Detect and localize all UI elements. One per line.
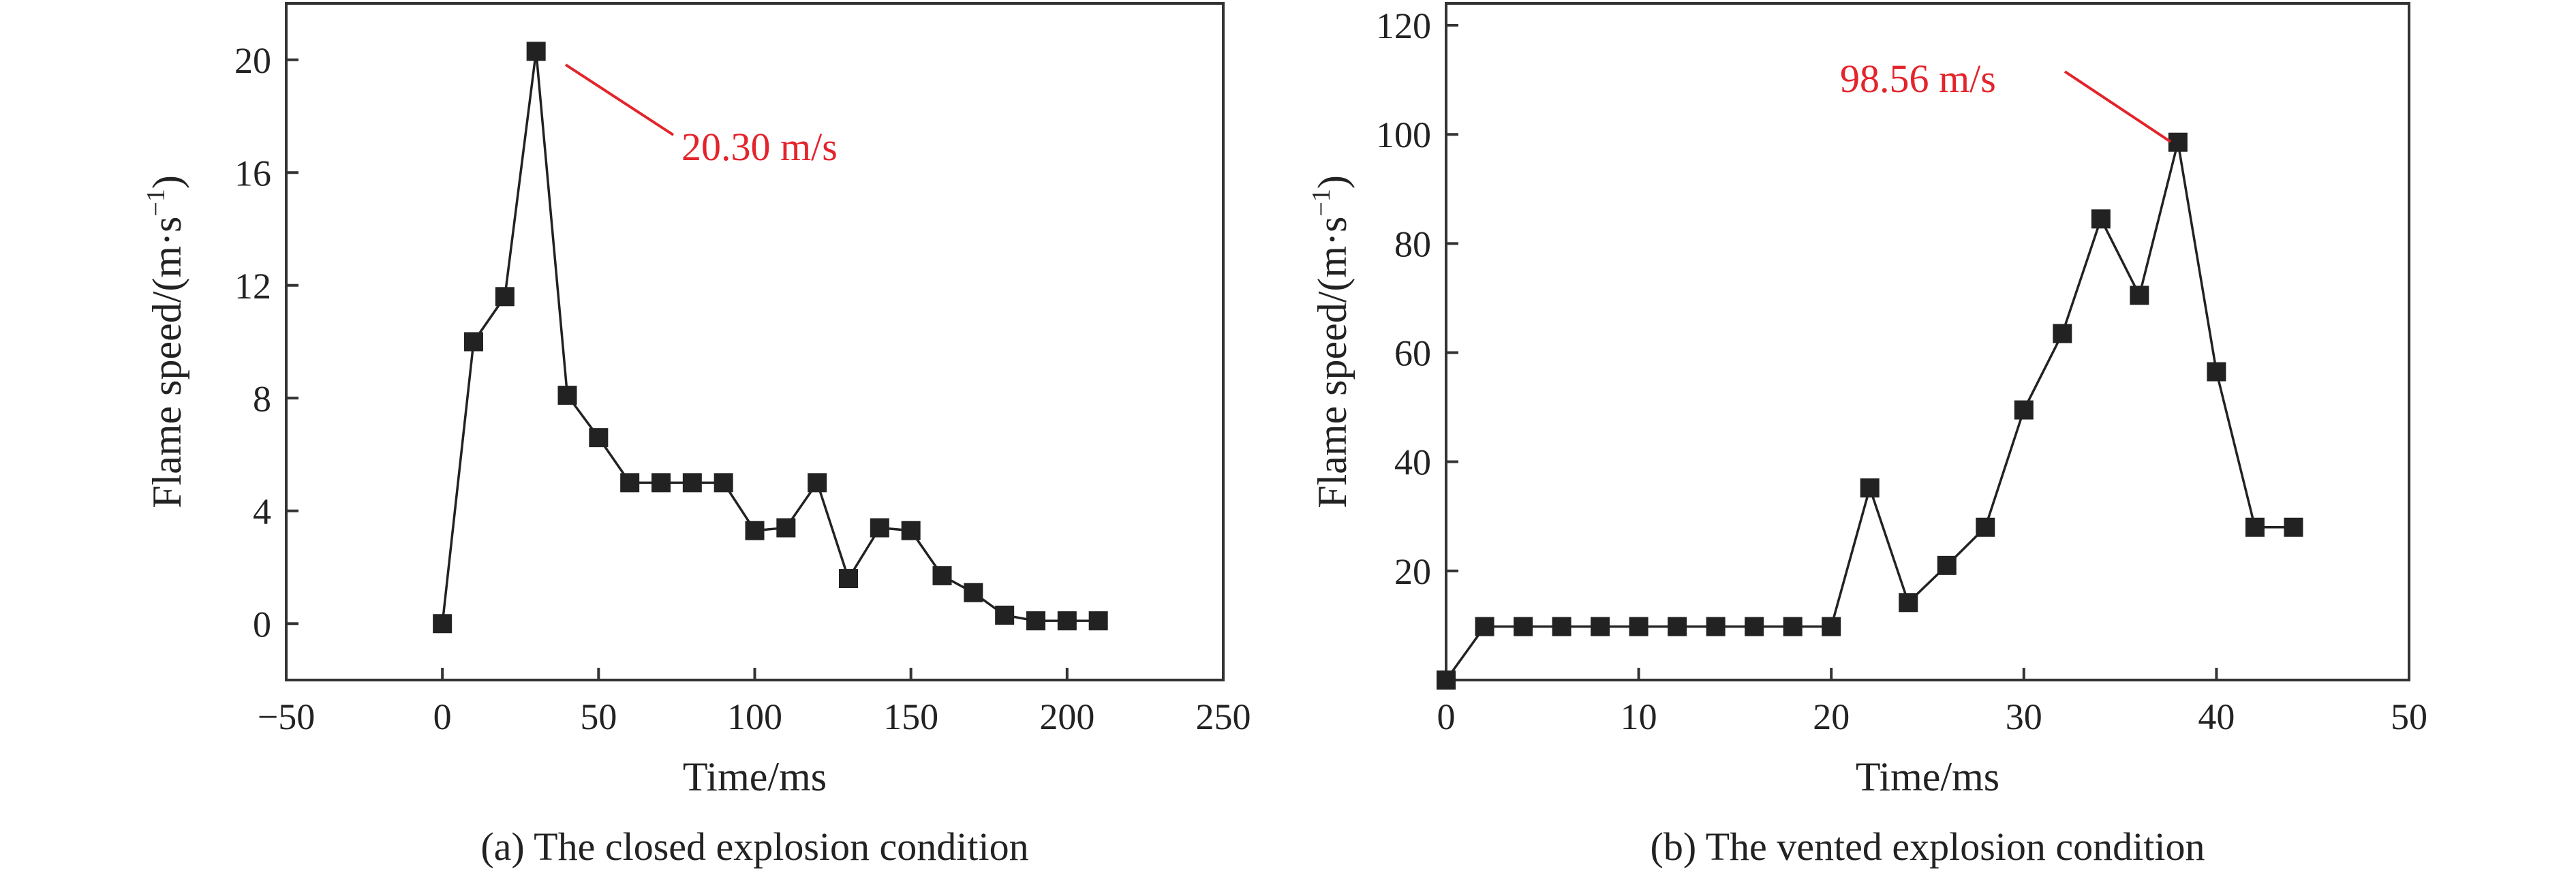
chart-b-data-point <box>1783 617 1803 636</box>
chart-a-x-axis-label: Time/ms <box>683 754 827 799</box>
chart-a-data-point <box>745 521 765 540</box>
chart-b-data-point <box>1706 617 1726 636</box>
chart-b-data-point <box>2284 517 2303 537</box>
chart-a-data-point <box>932 566 952 585</box>
chart-a-data-point <box>839 569 858 589</box>
chart-a-data-point <box>1057 611 1077 631</box>
chart-b-data-point <box>1629 617 1649 636</box>
chart-a-x-tick-label: 250 <box>1196 696 1251 737</box>
chart-b-x-tick-label: 40 <box>2198 696 2235 737</box>
chart-a-annotation-label: 20.30 m/s <box>681 125 838 169</box>
chart-a-x-tick-label: 100 <box>727 696 782 737</box>
chart-b-caption: (b) The vented explosion condition <box>1651 824 2205 869</box>
chart-a-plot-frame <box>285 2 1225 681</box>
chart-closed-explosion: −50 0 50 100 150 200 250 0 4 8 12 16 20 Time/ms Flame … <box>142 2 1251 869</box>
chart-a-y-axis-label: Flame speed/(m·s−1) <box>142 175 189 508</box>
chart-a-x-tick-label: 0 <box>433 696 452 737</box>
chart-b-data-point <box>2245 517 2265 537</box>
chart-a-data-point <box>464 332 483 352</box>
chart-a-caption: (a) The closed explosion condition <box>480 824 1028 869</box>
chart-a-data-point <box>901 521 921 540</box>
chart-b-data-point <box>1475 617 1494 636</box>
chart-b-data-point <box>1745 617 1764 636</box>
chart-a-data-point <box>620 473 640 493</box>
chart-a-data-point <box>870 518 889 538</box>
chart-b-series-line <box>1445 142 2294 681</box>
chart-b-data-point <box>1437 670 1456 690</box>
chart-b-x-tick-label: 10 <box>1621 696 1657 737</box>
chart-b-y-tick-label: 60 <box>1394 333 1431 374</box>
chart-b-data-point <box>1591 617 1610 636</box>
chart-b-data-point <box>1899 593 1918 613</box>
chart-a-annotation-line <box>564 63 675 136</box>
chart-a-series-line <box>441 51 1099 624</box>
chart-b-y-tick-label: 20 <box>1394 551 1431 592</box>
chart-a-data-point <box>651 473 671 493</box>
chart-b-data-point <box>1976 517 1995 537</box>
chart-a-data-point <box>589 428 609 448</box>
chart-b-data-point <box>2168 132 2188 152</box>
chart-b-data-point <box>2130 286 2149 305</box>
chart-b-data-point <box>1937 555 1957 575</box>
chart-b-x-tick-label: 30 <box>2006 696 2042 737</box>
chart-b-y-tick-label: 100 <box>1376 114 1431 155</box>
chart-b-x-tick-label: 0 <box>1437 696 1456 737</box>
chart-b-data-point <box>2091 209 2111 229</box>
chart-b-y-tick-label: 120 <box>1376 5 1431 46</box>
chart-a-y-tick-label: 20 <box>234 40 271 81</box>
chart-a-y-tick-label: 16 <box>234 153 271 194</box>
chart-a-data-point <box>808 473 827 493</box>
chart-b-data-point <box>1860 478 1880 498</box>
chart-a-x-tick-label: 150 <box>883 696 938 737</box>
chart-a-x-tick-label: 200 <box>1039 696 1094 737</box>
chart-b-data-point <box>2053 324 2072 343</box>
chart-b-y-axis-label: Flame speed/(m·s−1) <box>1307 175 1355 508</box>
chart-b-x-tick-label: 20 <box>1813 696 1850 737</box>
chart-a-y-tick-label: 0 <box>253 604 271 645</box>
chart-b-data-point <box>1552 617 1571 636</box>
chart-a-data-point <box>682 473 702 493</box>
chart-a-x-tick-label: −50 <box>258 696 315 737</box>
chart-a-y-tick-label: 4 <box>253 491 271 532</box>
chart-b-annotation-label: 98.56 m/s <box>1840 57 1996 101</box>
chart-b-plot-frame <box>1445 2 2410 681</box>
chart-b-data-point <box>2207 362 2226 382</box>
chart-b-data-point <box>1822 617 1841 636</box>
chart-a-data-point <box>557 386 577 405</box>
chart-a-data-point <box>495 287 515 307</box>
chart-a-data-point <box>433 614 453 634</box>
chart-a-y-tick-label: 12 <box>234 266 271 307</box>
chart-b-y-tick-label: 40 <box>1394 442 1431 483</box>
chart-a-data-point <box>1026 611 1045 631</box>
chart-b-y-tick-label: 80 <box>1394 223 1431 264</box>
chart-vented-explosion: 0 10 20 30 40 50 20 40 60 80 100 120 Time/ms Flame sp… <box>1307 2 2427 869</box>
chart-b-data-point <box>2014 400 2034 420</box>
chart-a-data-point <box>1088 611 1108 631</box>
chart-b-data-point <box>1668 617 1687 636</box>
chart-a-y-tick-label: 8 <box>253 378 271 419</box>
chart-a-data-point <box>776 518 796 538</box>
chart-b-data-point <box>1514 617 1533 636</box>
chart-b-x-tick-label: 50 <box>2391 696 2427 737</box>
chart-b-x-axis-label: Time/ms <box>1856 754 1999 799</box>
chart-a-data-point <box>714 473 733 493</box>
chart-a-data-point <box>964 583 983 602</box>
chart-a-data-point <box>526 42 546 61</box>
chart-a-x-tick-label: 50 <box>580 696 617 737</box>
chart-a-data-point <box>995 605 1015 625</box>
chart-b-annotation-line <box>2064 70 2172 143</box>
